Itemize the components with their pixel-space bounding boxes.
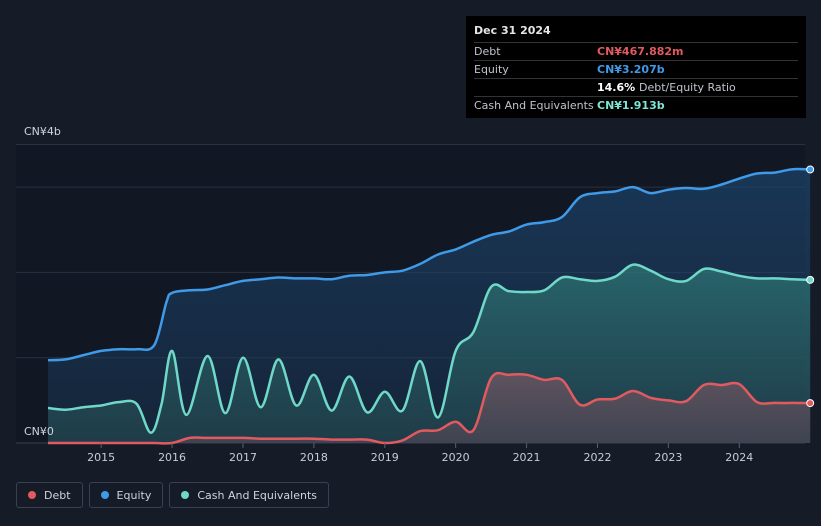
legend-dot-icon [181, 491, 190, 499]
legend-dot-icon [100, 491, 109, 499]
ratio-percent: 14.6% [597, 81, 636, 94]
x-tick-label: 2015 [87, 451, 115, 464]
legend-dot-icon [28, 491, 36, 499]
tooltip-row-cash: Cash And Equivalents CN¥1.913b [474, 97, 798, 114]
tooltip-label: Debt [474, 45, 501, 58]
tooltip-cash-value: CN¥1.913b [597, 99, 665, 112]
x-tick-label: 2020 [442, 451, 470, 464]
tooltip-row-equity: Equity CN¥3.207b [474, 61, 798, 79]
ratio-caption: Debt/Equity Ratio [639, 81, 736, 94]
legend-item-cash[interactable]: Cash And Equivalents [169, 482, 329, 508]
x-tick-label: 2024 [725, 451, 753, 464]
debt-line [48, 371, 811, 445]
tooltip-ratio-value: 14.6% Debt/Equity Ratio [597, 79, 736, 96]
series-endpoints [806, 165, 815, 408]
cash-line [47, 263, 811, 435]
equity-endpoint-marker [806, 165, 815, 174]
x-tick-label: 2023 [654, 451, 682, 464]
tooltip-row-ratio: 14.6% Debt/Equity Ratio [474, 79, 798, 97]
series-areas [48, 169, 811, 444]
tooltip-date: Dec 31 2024 [474, 24, 798, 43]
x-tick-label: 2018 [300, 451, 328, 464]
legend: Debt Equity Cash And Equivalents [16, 482, 329, 508]
x-tick-label: 2017 [229, 451, 257, 464]
tooltip-panel: Dec 31 2024 Debt CN¥467.882m Equity CN¥3… [466, 16, 806, 118]
legend-item-equity[interactable]: Equity [88, 482, 164, 508]
equity-line [47, 167, 811, 362]
tooltip-equity-value: CN¥3.207b [597, 63, 665, 76]
legend-label: Debt [44, 488, 71, 502]
debt-endpoint-marker [806, 399, 815, 408]
tooltip-label: Cash And Equivalents [474, 99, 594, 112]
x-tick-label: 2022 [583, 451, 611, 464]
tooltip-row-debt: Debt CN¥467.882m [474, 43, 798, 61]
x-tick-label: 2019 [371, 451, 399, 464]
tooltip-debt-value: CN¥467.882m [597, 45, 684, 58]
tooltip-label: Equity [474, 63, 509, 76]
series-lines [47, 167, 811, 445]
cash-endpoint-marker [806, 275, 815, 284]
x-tick-label: 2016 [158, 451, 186, 464]
legend-label: Equity [116, 488, 152, 502]
legend-label: Cash And Equivalents [197, 488, 317, 502]
x-tick-label: 2021 [513, 451, 541, 464]
debt-area [48, 373, 811, 444]
x-axis: 2015 2016 2017 2018 2019 2020 2021 2022 2023 2024 [87, 443, 753, 464]
y-axis-top-label: CN¥4b [24, 125, 61, 138]
y-axis-zero-label: CN¥0 [24, 425, 54, 438]
tooltip-label [474, 79, 597, 96]
legend-item-debt[interactable]: Debt [16, 482, 83, 508]
